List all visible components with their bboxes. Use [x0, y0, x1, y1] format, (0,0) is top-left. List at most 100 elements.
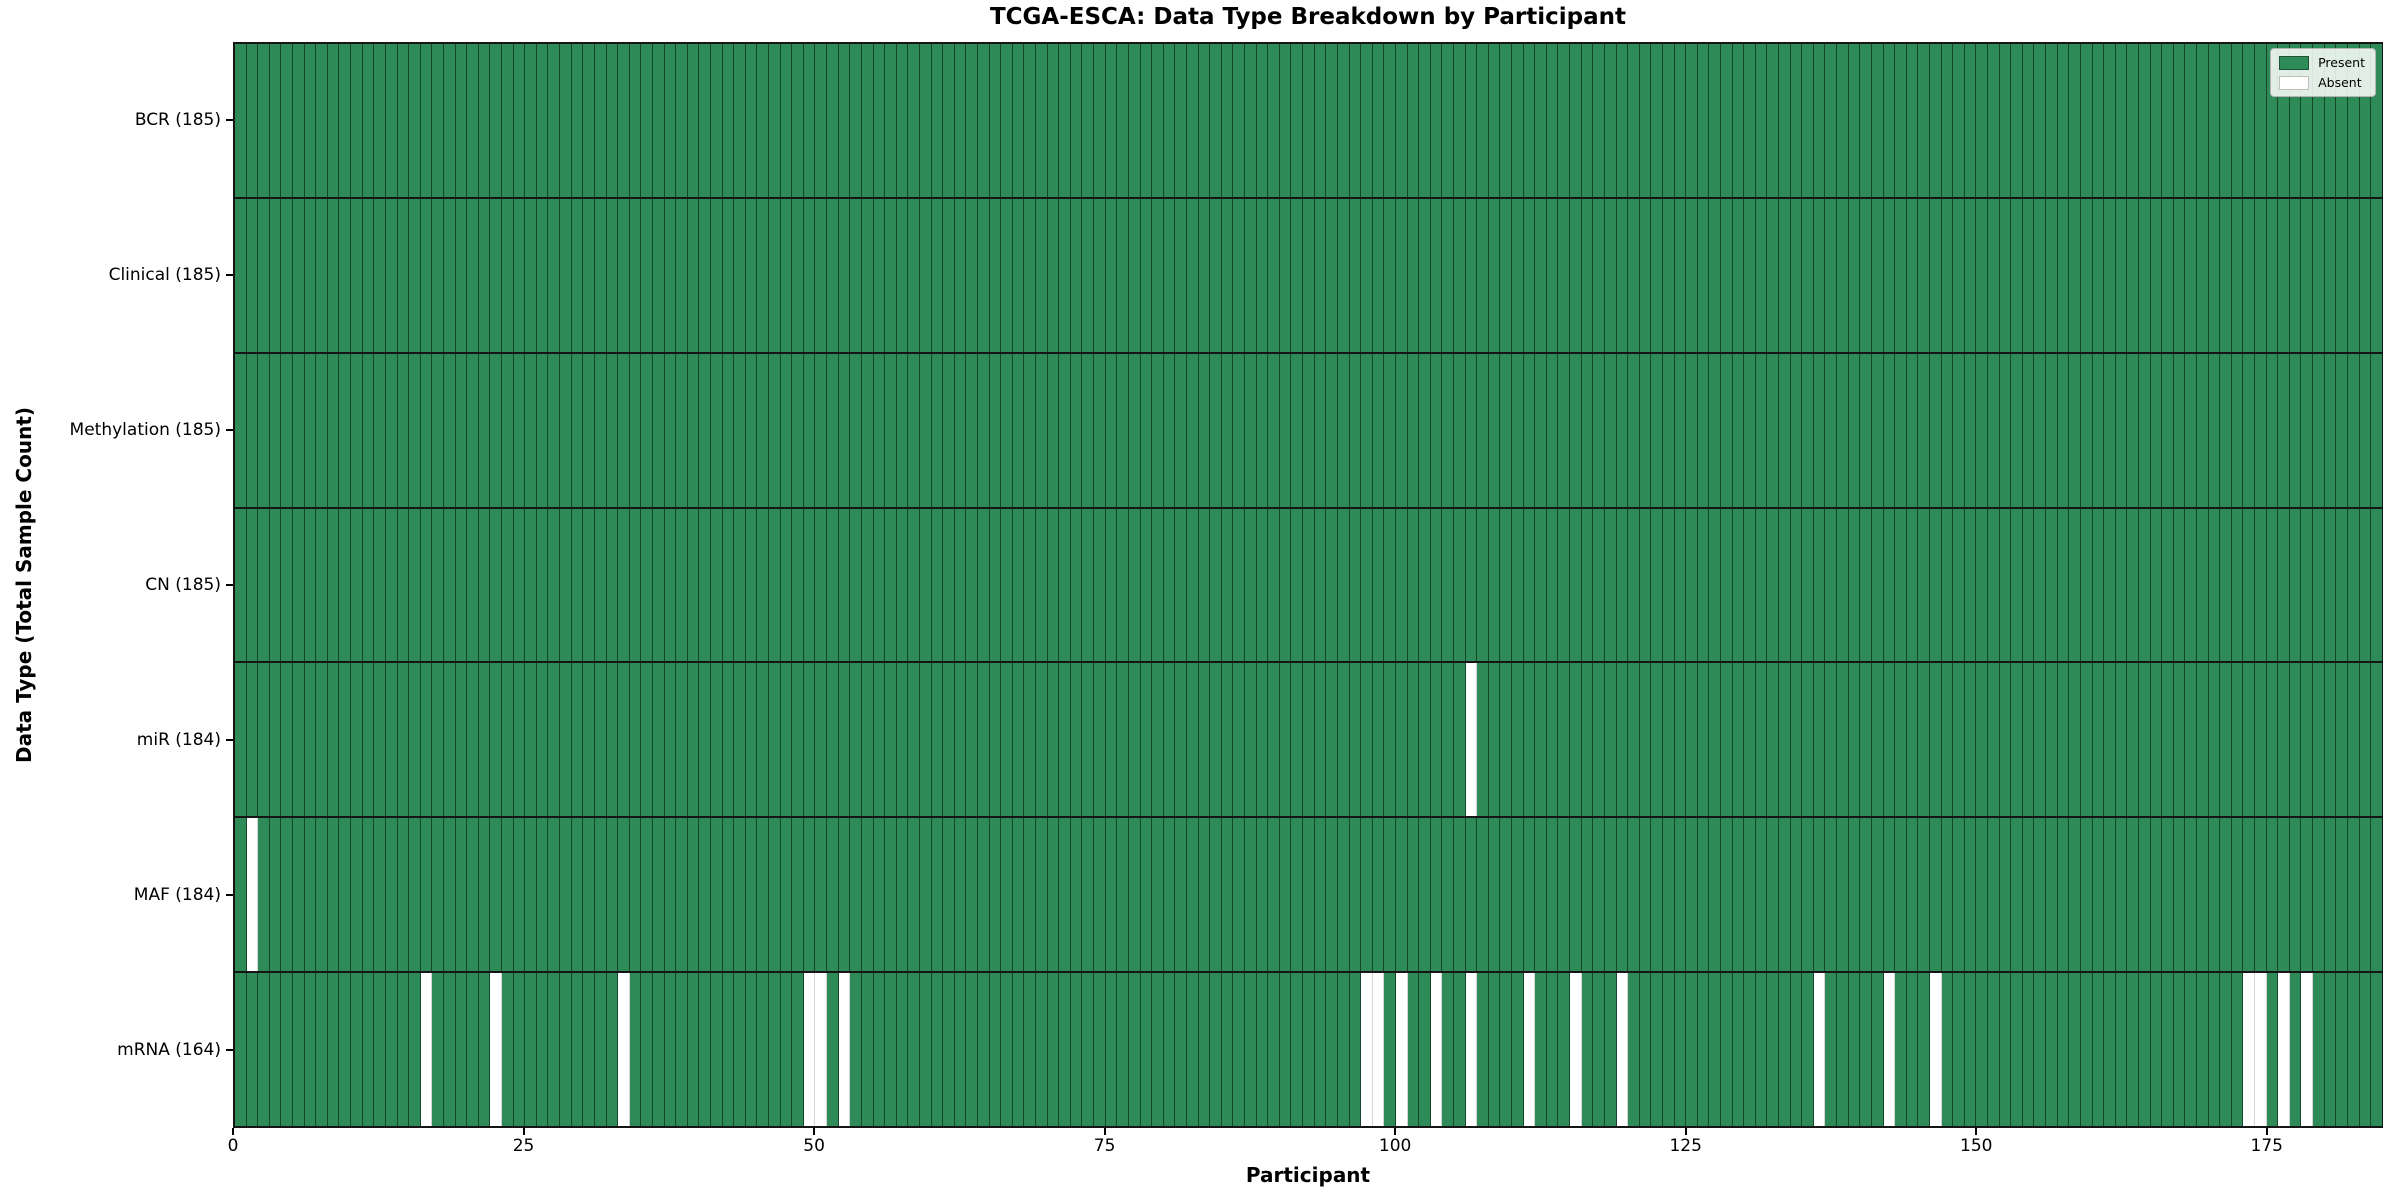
cell-present: [1407, 818, 1420, 972]
cell-present: [699, 973, 711, 1127]
cell-present: [1860, 44, 1872, 197]
cell-present: [1825, 818, 1838, 972]
cell-present: [2220, 973, 2232, 1127]
cell-present: [2359, 508, 2372, 662]
cell-present: [1384, 508, 1396, 662]
cell-present: [2138, 44, 2151, 197]
cell-present: [1906, 353, 1919, 507]
cell-present: [246, 353, 259, 507]
cell-present: [2196, 663, 2209, 817]
cell-present: [560, 44, 572, 197]
cell-present: [850, 353, 862, 507]
cell-present: [1512, 353, 1524, 507]
cell-present: [525, 818, 537, 972]
cell-present: [1732, 198, 1745, 352]
cell-present: [385, 508, 398, 662]
cell-present: [1535, 198, 1547, 352]
cell-present: [1709, 198, 1721, 352]
cell-present: [560, 508, 572, 662]
cell-present: [2046, 818, 2058, 972]
cell-present: [362, 353, 375, 507]
cell-present: [1198, 353, 1211, 507]
cell-present: [2336, 353, 2348, 507]
cell-present: [385, 818, 398, 972]
cell-present: [2069, 44, 2081, 197]
cell-present: [943, 198, 955, 352]
cell-present: [1070, 818, 1083, 972]
cell-present: [513, 663, 526, 817]
cell-present: [2185, 44, 2197, 197]
cell-present: [1337, 198, 1350, 352]
cell-present: [1523, 508, 1536, 662]
cell-present: [1860, 663, 1872, 817]
cell-present: [2138, 508, 2151, 662]
cell-present: [687, 198, 700, 352]
cell-present: [2266, 663, 2279, 817]
cell-present: [943, 353, 955, 507]
cell-present: [2115, 508, 2128, 662]
cell-present: [2220, 353, 2232, 507]
cell-present: [1662, 663, 1675, 817]
cell-present: [1790, 198, 1803, 352]
cell-present: [2231, 818, 2244, 972]
cell-present: [467, 818, 479, 972]
cell-present: [1697, 44, 1710, 197]
cell-present: [606, 353, 619, 507]
cell-present: [838, 663, 851, 817]
cell-present: [571, 353, 584, 507]
cell-present: [1349, 44, 1362, 197]
cell-present: [1837, 44, 1849, 197]
cell-present: [2371, 973, 2382, 1127]
cell-present: [1442, 44, 1454, 197]
cell-present: [873, 353, 886, 507]
cell-present: [2173, 198, 2186, 352]
cell-present: [618, 818, 630, 972]
cell-present: [1929, 508, 1942, 662]
cell-present: [850, 508, 862, 662]
cell-present: [1697, 973, 1710, 1127]
cell-present: [1500, 353, 1513, 507]
plot-area: Present Absent: [233, 42, 2383, 1128]
cell-present: [2138, 818, 2151, 972]
cell-present: [2243, 818, 2256, 972]
cell-present: [618, 663, 630, 817]
cell-present: [1790, 353, 1803, 507]
cell-present: [1140, 973, 1153, 1127]
cell-present: [606, 663, 619, 817]
cell-present: [1465, 44, 1478, 197]
cell-present: [652, 353, 665, 507]
cell-present: [989, 508, 1002, 662]
cell-present: [792, 508, 804, 662]
cell-present: [1988, 508, 2000, 662]
cell-present: [525, 973, 537, 1127]
cell-present: [2080, 508, 2093, 662]
cell-present: [1372, 44, 1385, 197]
cell-present: [2022, 508, 2035, 662]
cell-present: [1291, 508, 1304, 662]
cell-present: [1976, 508, 1989, 662]
cell-present: [1128, 973, 1141, 1127]
cell-present: [490, 44, 503, 197]
cell-present: [885, 663, 897, 817]
cell-present: [1256, 663, 1269, 817]
cell-present: [838, 353, 851, 507]
cell-present: [1047, 44, 1060, 197]
cell-present: [2185, 973, 2197, 1127]
cell-present: [293, 973, 305, 1127]
cell-present: [1245, 663, 1257, 817]
legend-label-present: Present: [2318, 55, 2365, 70]
cell-present: [1175, 198, 1187, 352]
cell-present: [2208, 198, 2221, 352]
cell-present: [2336, 198, 2348, 352]
cell-present: [1117, 973, 1129, 1127]
cell-present: [1593, 508, 1605, 662]
cell-present: [1593, 663, 1605, 817]
cell-present: [676, 198, 688, 352]
cell-present: [1245, 973, 1257, 1127]
cell-present: [1303, 198, 1315, 352]
cell-present: [1233, 353, 1246, 507]
cell-present: [1372, 818, 1385, 972]
x-tick-mark: [1103, 1128, 1106, 1135]
cell-present: [1604, 353, 1617, 507]
cell-present: [246, 44, 259, 197]
